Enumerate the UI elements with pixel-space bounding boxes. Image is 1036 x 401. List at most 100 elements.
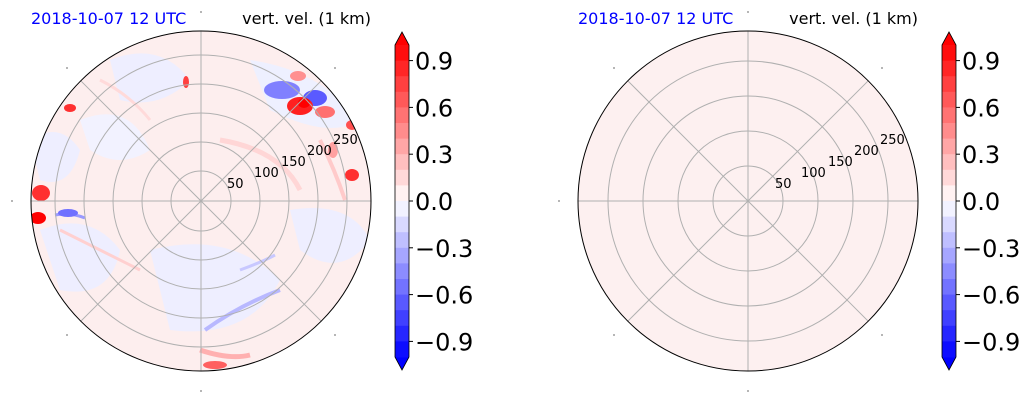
- right-title-variable: vert. vel. (1 km): [789, 9, 918, 28]
- left-colorbar-extend-min: [395, 357, 409, 370]
- left-rtick-200: 200: [307, 144, 332, 159]
- right-colorbar-tick-label: 0.9: [962, 48, 1000, 76]
- left-positive-cell: [315, 106, 335, 118]
- right-polar-grid: [578, 31, 918, 371]
- left-weak-negative-region: [290, 208, 370, 263]
- left-colorbar-level: [395, 341, 409, 358]
- right-colorbar-level: [942, 294, 956, 311]
- left-colorbar-level: [395, 107, 409, 124]
- right-colorbar-level: [942, 91, 956, 108]
- right-colorbar-level: [942, 325, 956, 342]
- right-spoke-45: [747, 80, 869, 202]
- right-colorbar-level: [942, 169, 956, 186]
- left-colorbar-level: [395, 185, 409, 202]
- right-colorbar-level: [942, 185, 956, 202]
- right-colorbar-level: [942, 123, 956, 140]
- right-colorbar-level: [942, 310, 956, 327]
- left-colorbar-level: [395, 247, 409, 264]
- left-colorbar-tick-label: 0.6: [415, 94, 453, 122]
- left-positive-cell: [328, 142, 338, 158]
- tick-dot: [747, 390, 749, 392]
- tick-dot: [334, 67, 336, 69]
- right-colorbar-tick-label: −0.3: [962, 235, 1020, 263]
- left-rtick-50: 50: [227, 177, 244, 192]
- left-colorbar-level: [395, 45, 409, 62]
- left-colorbar-level: [395, 123, 409, 140]
- tick-dot: [200, 11, 202, 13]
- left-weak-positive-streak: [59, 228, 141, 272]
- left-title-time: 2018-10-07 12 UTC: [31, 9, 186, 28]
- left-positive-cell: [183, 76, 189, 88]
- right-colorbar-level: [942, 232, 956, 249]
- left-positive-cell: [64, 104, 76, 112]
- panel-left: 2018-10-07 12 UTC vert. vel. (1 km): [30, 9, 372, 372]
- left-weak-positive-streak: [318, 139, 347, 201]
- left-polar-grid: [31, 31, 371, 371]
- tick-dot: [613, 67, 615, 69]
- tick-dot: [66, 67, 68, 69]
- right-colorbar: 0.9 0.6 0.3 0.0 −0.3 −0.6 −0.9: [941, 31, 1020, 371]
- axis-tick-dots: [11, 11, 883, 392]
- left-positive-cell: [346, 120, 358, 130]
- tick-dot: [558, 200, 560, 202]
- left-polar-frame: [30, 30, 372, 372]
- left-colorbar-tick-label: 0.0: [415, 188, 453, 216]
- panel-right: 2018-10-07 12 UTC vert. vel. (1 km) 50 1…: [577, 9, 919, 372]
- left-colorbar-level: [395, 216, 409, 233]
- left-colorbar-tick-label: −0.9: [415, 328, 473, 356]
- right-rtick-250: 250: [880, 133, 905, 148]
- left-colorbar-level: [395, 263, 409, 280]
- left-weak-positive-streak: [219, 137, 303, 192]
- left-positive-cell: [345, 169, 359, 181]
- left-rtick-100: 100: [254, 166, 279, 181]
- tick-dot: [200, 390, 202, 392]
- right-colorbar-tick-label: 0.3: [962, 141, 1000, 169]
- right-spoke-225: [627, 200, 749, 322]
- left-negative-cell: [58, 209, 78, 217]
- right-polar-frame: [577, 30, 919, 372]
- left-colorbar-tick-label: 0.3: [415, 141, 453, 169]
- right-colorbar-level: [942, 76, 956, 93]
- left-radial-tick-labels: 50 100 150 200 250: [227, 133, 358, 192]
- left-colorbar-level: [395, 154, 409, 171]
- left-title-variable: vert. vel. (1 km): [242, 9, 371, 28]
- right-colorbar-level: [942, 154, 956, 171]
- right-colorbar-tick-label: −0.6: [962, 282, 1020, 310]
- right-colorbar-level: [942, 247, 956, 264]
- left-weak-negative-region: [80, 114, 150, 160]
- left-colorbar-level: [395, 279, 409, 296]
- right-colorbar-outline: [941, 31, 957, 371]
- left-strong-negative-cell: [264, 81, 300, 99]
- right-colorbar-tick-label: 0.0: [962, 188, 1000, 216]
- right-colorbar-tick-label: −0.9: [962, 328, 1020, 356]
- right-rtick-50: 50: [775, 177, 792, 192]
- left-colorbar-extend-max: [395, 32, 409, 45]
- left-spoke-135: [80, 80, 202, 202]
- left-weak-negative-region: [110, 53, 190, 103]
- right-colorbar-level: [942, 107, 956, 124]
- left-negative-streak: [203, 288, 281, 332]
- left-colorbar-level: [395, 325, 409, 342]
- left-colorbar-level: [395, 294, 409, 311]
- left-strong-positive-cell: [298, 98, 310, 108]
- right-rtick-200: 200: [854, 144, 879, 159]
- right-title-time: 2018-10-07 12 UTC: [578, 9, 733, 28]
- left-weak-positive-streak: [99, 78, 152, 121]
- right-spoke-135: [627, 80, 749, 202]
- tick-dot: [881, 334, 883, 336]
- tick-dot: [613, 334, 615, 336]
- left-colorbar-level: [395, 310, 409, 327]
- tick-dot: [66, 334, 68, 336]
- left-weak-positive-streak: [199, 347, 251, 360]
- right-rtick-150: 150: [828, 155, 853, 170]
- right-spoke-315: [747, 200, 869, 322]
- right-colorbar-level: [942, 138, 956, 155]
- left-colorbar-outline: [394, 31, 410, 371]
- left-positive-cell: [32, 185, 50, 201]
- right-colorbar-level: [942, 216, 956, 233]
- tick-dot: [747, 11, 749, 13]
- right-rtick-100: 100: [801, 166, 826, 181]
- right-colorbar-extend-max: [942, 32, 956, 45]
- tick-dot: [11, 200, 13, 202]
